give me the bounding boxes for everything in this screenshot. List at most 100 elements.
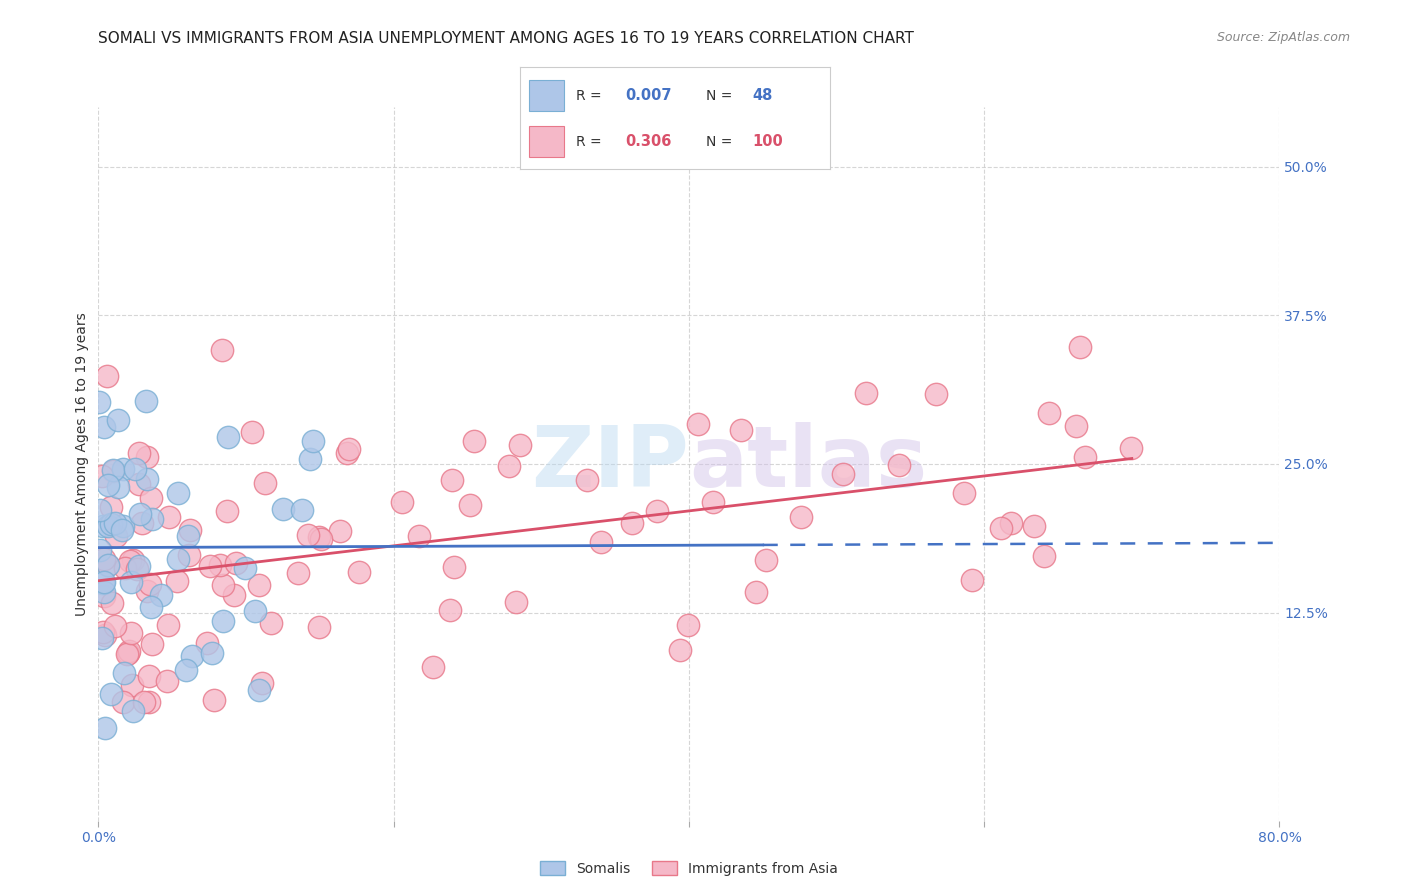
Point: [138, 669, 160, 683]
Point: [128, 476, 150, 491]
Point: [422, 660, 444, 674]
Point: [120, 574, 142, 589]
Point: [156, 673, 179, 688]
Point: [217, 430, 239, 444]
Point: [645, 504, 668, 518]
Point: [790, 509, 813, 524]
Point: [887, 458, 910, 472]
Point: [990, 520, 1012, 534]
Point: [211, 578, 233, 592]
Point: [167, 551, 190, 566]
Text: R =: R =: [576, 88, 606, 103]
Point: [243, 604, 266, 618]
Point: [962, 573, 984, 587]
Legend: Somalis, Immigrants from Asia: Somalis, Immigrants from Asia: [534, 855, 844, 881]
Point: [308, 620, 330, 634]
Point: [100, 500, 122, 514]
Point: [118, 644, 141, 658]
Point: [97, 478, 120, 492]
Point: [439, 603, 461, 617]
Point: [135, 393, 157, 408]
Point: [201, 646, 224, 660]
Point: [93, 575, 115, 590]
Point: [111, 523, 134, 537]
Point: [702, 495, 724, 509]
Point: [91, 576, 114, 591]
Point: [233, 561, 256, 575]
Point: [247, 682, 270, 697]
Point: [177, 529, 200, 543]
Point: [122, 704, 145, 718]
Point: [111, 519, 134, 533]
Point: [97, 558, 120, 572]
Point: [1024, 518, 1046, 533]
Point: [195, 636, 218, 650]
Point: [217, 504, 239, 518]
Point: [100, 687, 122, 701]
Point: [1074, 450, 1097, 464]
Point: [1064, 419, 1087, 434]
Point: [240, 425, 263, 439]
Point: [121, 678, 143, 692]
Point: [1033, 549, 1056, 563]
Point: [139, 491, 162, 506]
Point: [94, 721, 117, 735]
Point: [120, 626, 142, 640]
Point: [104, 516, 127, 530]
Point: [953, 485, 976, 500]
Point: [620, 516, 643, 531]
Point: [299, 451, 322, 466]
Point: [458, 498, 481, 512]
Text: N =: N =: [706, 135, 737, 149]
Point: [669, 643, 692, 657]
Point: [166, 486, 188, 500]
Point: [260, 615, 283, 630]
Text: SOMALI VS IMMIGRANTS FROM ASIA UNEMPLOYMENT AMONG AGES 16 TO 19 YEARS CORRELATIO: SOMALI VS IMMIGRANTS FROM ASIA UNEMPLOYM…: [98, 31, 914, 46]
Point: [93, 585, 115, 599]
Point: [391, 495, 413, 509]
Point: [107, 480, 129, 494]
Point: [91, 631, 114, 645]
Y-axis label: Unemployment Among Ages 16 to 19 years: Unemployment Among Ages 16 to 19 years: [76, 312, 90, 615]
Point: [1119, 441, 1142, 455]
Point: [89, 502, 111, 516]
Point: [730, 423, 752, 437]
Point: [117, 647, 139, 661]
Point: [329, 524, 352, 538]
Point: [202, 693, 225, 707]
Point: [225, 556, 247, 570]
Point: [302, 434, 325, 449]
Point: [125, 562, 148, 576]
Point: [91, 519, 114, 533]
Text: R =: R =: [576, 135, 606, 149]
Point: [104, 618, 127, 632]
Point: [222, 588, 245, 602]
Text: atlas: atlas: [689, 422, 927, 506]
Point: [498, 458, 520, 473]
Point: [93, 590, 115, 604]
Point: [247, 578, 270, 592]
Point: [179, 548, 201, 562]
Point: [291, 502, 314, 516]
Text: 48: 48: [752, 88, 772, 103]
Point: [211, 343, 233, 358]
Point: [97, 519, 120, 533]
Bar: [530, 80, 564, 111]
Point: [408, 529, 430, 543]
Point: [176, 664, 198, 678]
Point: [591, 534, 613, 549]
Point: [124, 462, 146, 476]
Point: [122, 553, 145, 567]
Point: [131, 516, 153, 530]
Point: [93, 420, 115, 434]
Point: [93, 552, 115, 566]
Point: [87, 394, 110, 409]
Point: [166, 574, 188, 588]
Point: [112, 665, 135, 680]
Point: [271, 502, 294, 516]
Point: [252, 676, 274, 690]
Text: N =: N =: [706, 88, 737, 103]
Point: [91, 625, 114, 640]
Point: [129, 507, 152, 521]
Point: [136, 450, 159, 465]
